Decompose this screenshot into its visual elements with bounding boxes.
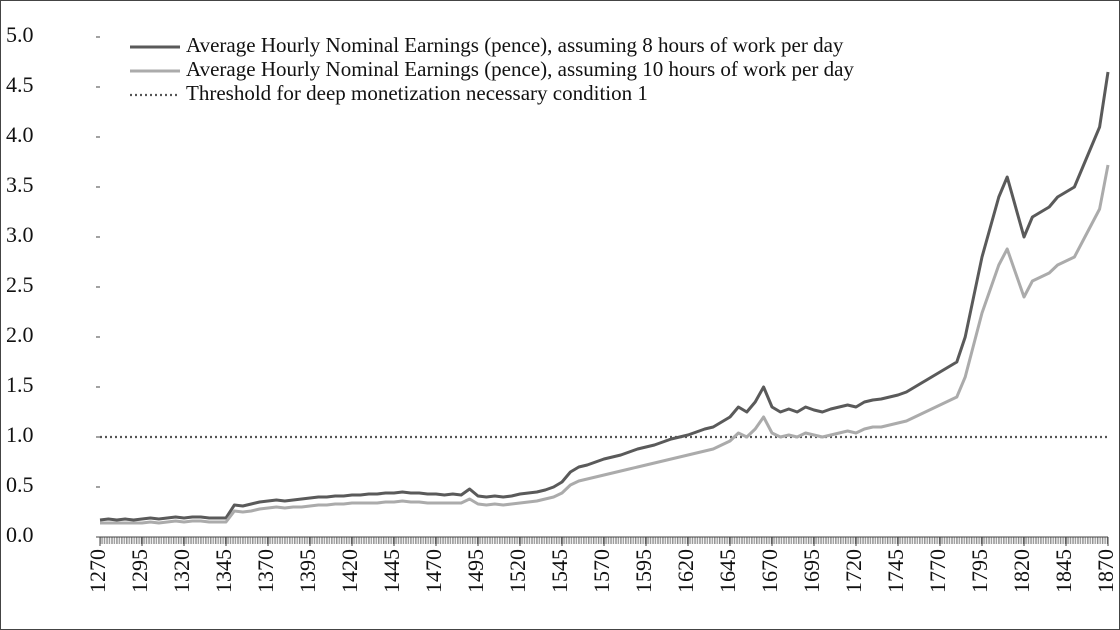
- x-tick-label: 1670: [757, 549, 782, 593]
- x-tick-label: 1695: [799, 549, 824, 593]
- legend-label: Threshold for deep monetization necessar…: [186, 81, 648, 105]
- x-tick-label: 1545: [547, 549, 572, 593]
- legend-label: Average Hourly Nominal Earnings (pence),…: [186, 33, 844, 57]
- x-tick-label: 1595: [631, 549, 656, 593]
- x-tick-label: 1870: [1093, 549, 1118, 593]
- x-tick-label: 1745: [883, 549, 908, 593]
- y-tick-label: 1.5: [6, 372, 34, 397]
- x-tick-label: 1270: [85, 549, 110, 593]
- x-tick-label: 1845: [1051, 549, 1076, 593]
- x-tick-label: 1570: [589, 549, 614, 593]
- y-tick-label: 0.5: [6, 472, 34, 497]
- series-line: [100, 164, 1110, 525]
- y-tick-label: 2.5: [6, 272, 34, 297]
- x-tick-label: 1470: [421, 549, 446, 593]
- x-tick-label: 1495: [463, 549, 488, 593]
- x-tick-label: 1720: [841, 549, 866, 593]
- y-tick-label: 3.5: [6, 172, 34, 197]
- x-tick-label: 1420: [337, 549, 362, 593]
- y-tick-label: 3.0: [6, 222, 34, 247]
- x-tick-label: 1295: [127, 549, 152, 593]
- x-tick-label: 1445: [379, 549, 404, 593]
- legend-label: Average Hourly Nominal Earnings (pence),…: [186, 57, 854, 81]
- y-tick-label: 1.0: [6, 422, 34, 447]
- y-tick-label: 4.0: [6, 122, 34, 147]
- x-tick-label: 1770: [925, 549, 950, 593]
- x-tick-label: 1370: [253, 549, 278, 593]
- x-tick-label: 1520: [505, 549, 530, 593]
- x-tick-label: 1795: [967, 549, 992, 593]
- x-tick-label: 1820: [1009, 549, 1034, 593]
- x-tick-label: 1645: [715, 549, 740, 593]
- y-tick-label: 4.5: [6, 72, 34, 97]
- x-tick-label: 1320: [169, 549, 194, 593]
- y-tick-label: 2.0: [6, 322, 34, 347]
- x-tick-label: 1345: [211, 549, 236, 593]
- x-tick-label: 1620: [673, 549, 698, 593]
- y-tick-label: 5.0: [6, 22, 34, 47]
- series-line: [99, 71, 1110, 522]
- x-tick-label: 1395: [295, 549, 320, 593]
- y-tick-label: 0.0: [6, 522, 34, 547]
